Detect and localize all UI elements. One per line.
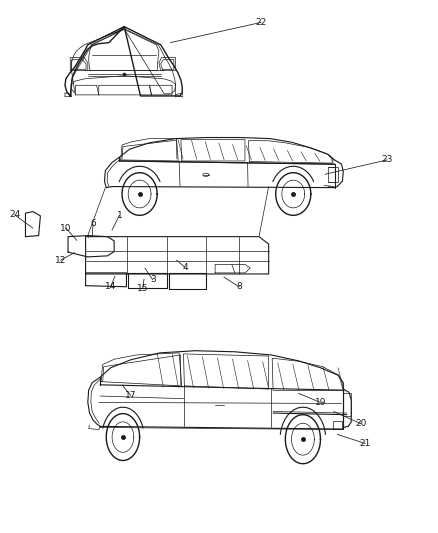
Text: 21: 21 (359, 439, 370, 448)
Text: 20: 20 (354, 419, 366, 428)
Text: 17: 17 (125, 391, 136, 400)
Text: 10: 10 (60, 224, 71, 232)
Text: 23: 23 (381, 156, 392, 164)
Text: 4: 4 (182, 263, 187, 272)
Text: 1: 1 (116, 211, 122, 220)
Text: 8: 8 (236, 282, 242, 291)
Text: 19: 19 (314, 398, 325, 407)
Text: 6: 6 (90, 220, 96, 228)
Text: 3: 3 (149, 276, 155, 284)
Text: 12: 12 (55, 256, 66, 264)
Text: 24: 24 (9, 211, 20, 219)
Text: 22: 22 (255, 18, 266, 27)
Text: 15: 15 (137, 285, 148, 293)
Text: 14: 14 (105, 282, 116, 291)
